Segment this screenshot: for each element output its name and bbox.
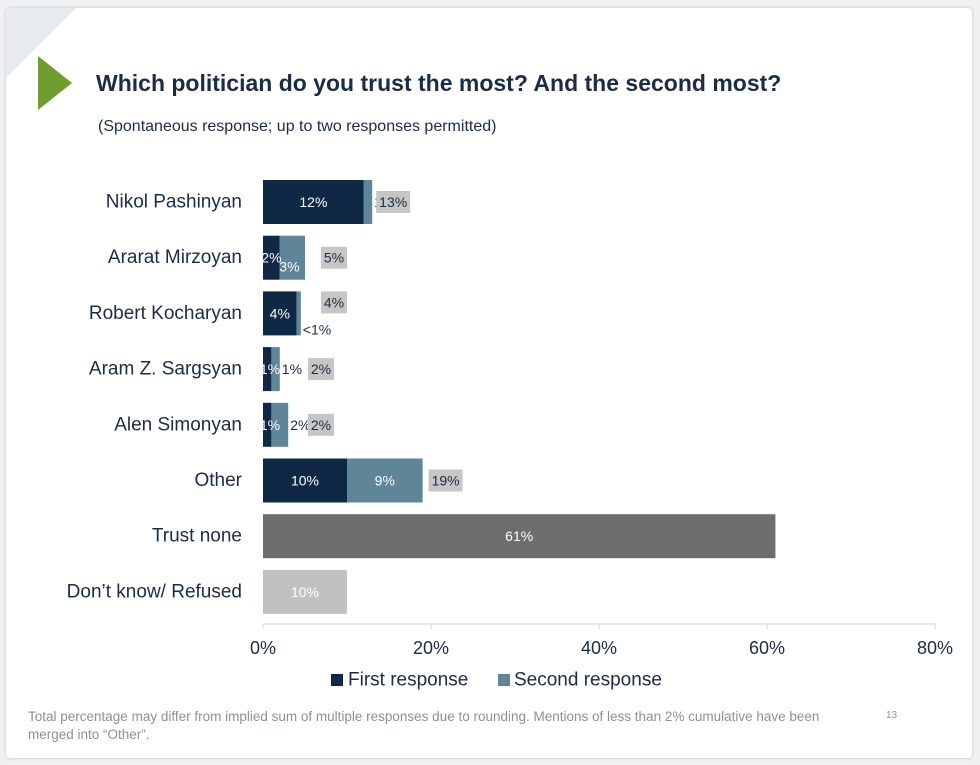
data-label: 1% (282, 361, 302, 377)
bar-second-response (347, 458, 423, 503)
legend-swatch-first (331, 674, 343, 686)
total-box (321, 291, 347, 314)
bar-first-response (263, 180, 364, 224)
total-box (376, 191, 411, 213)
page-number: 13 (886, 710, 898, 721)
category-label: Robert Kocharyan (89, 303, 242, 324)
bar-second-response (279, 235, 305, 280)
bar-first-response (263, 402, 272, 447)
footnote: Total percentage may differ from implied… (28, 709, 820, 742)
category-label: Don’t know/ Refused (67, 581, 242, 602)
data-label: 61% (505, 528, 533, 544)
data-label: 3% (279, 259, 299, 275)
bar-second-response (296, 291, 301, 336)
total-box (308, 358, 334, 381)
data-label: 1% (260, 361, 280, 377)
x-tick-label: 20% (413, 638, 449, 658)
total-box (428, 469, 463, 492)
bar-single (263, 514, 776, 559)
x-tick-label: 0% (250, 638, 276, 658)
bar-second-response (271, 347, 280, 392)
slide-title: Which politician do you trust the most? … (96, 70, 782, 96)
total-label: 2% (311, 361, 331, 377)
category-label: Aram Z. Sargsyan (89, 359, 242, 380)
data-label: 10% (291, 584, 319, 600)
bar-second-response (363, 180, 373, 224)
x-tick-label: 80% (917, 638, 953, 658)
data-label: <1% (303, 321, 331, 337)
slide: Which politician do you trust the most? … (6, 8, 972, 758)
total-label: 2% (311, 417, 331, 433)
bar-single (263, 569, 347, 614)
legend-label-first: First response (348, 670, 468, 691)
category-label: Alen Simonyan (114, 414, 242, 435)
data-label: 1% (260, 417, 280, 433)
bar-first-response (263, 291, 297, 336)
total-box (321, 246, 347, 269)
total-label: 19% (432, 473, 460, 489)
category-label: Trust none (152, 526, 242, 547)
data-label: 9% (375, 473, 395, 489)
bar-second-response (271, 402, 289, 447)
data-label: 2% (290, 417, 310, 433)
total-label: 4% (324, 294, 344, 310)
total-box (308, 413, 334, 436)
play-arrow-icon (38, 56, 72, 110)
data-label: 4% (270, 305, 290, 321)
slide-subtitle: (Spontaneous response; up to two respons… (98, 118, 497, 135)
legend-label-second: Second response (514, 670, 662, 691)
x-tick-label: 60% (749, 638, 785, 658)
stacked-bar-chart: Nikol Pashinyan 12% 1% 13% Ararat Mirzoyan 2%… (67, 180, 953, 691)
legend-swatch-second (498, 674, 510, 686)
bar-first-response (263, 235, 280, 280)
category-label: Nikol Pashinyan (106, 192, 242, 213)
total-label: 13% (379, 194, 407, 210)
category-label: Other (194, 470, 242, 491)
category-label: Ararat Mirzoyan (108, 247, 242, 268)
bar-first-response (263, 458, 347, 503)
bar-first-response (263, 347, 272, 392)
x-tick-label: 40% (581, 638, 617, 658)
data-label: 2% (261, 250, 281, 266)
total-label: 5% (324, 250, 344, 266)
data-label: 10% (291, 473, 319, 489)
data-label: 12% (299, 194, 327, 210)
